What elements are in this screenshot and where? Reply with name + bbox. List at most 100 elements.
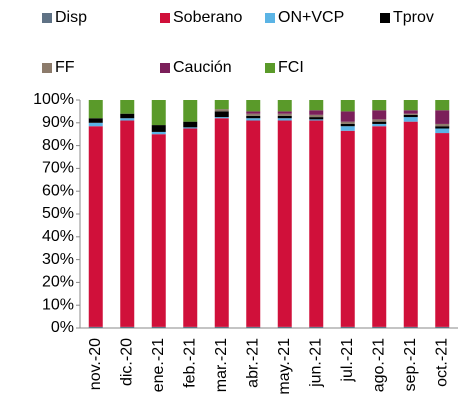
y-tick-label: 10% (42, 296, 74, 313)
bar-segment (435, 128, 450, 134)
bar-segment (120, 113, 135, 119)
y-tick-label: 30% (42, 251, 74, 268)
bar-segment (151, 100, 166, 126)
bar-segment (246, 113, 261, 116)
x-tick-label: ene.-21 (150, 338, 167, 392)
bar-segment (403, 117, 418, 122)
y-tick-label: 0% (51, 319, 74, 336)
legend-label: Caución (173, 59, 232, 76)
bar-segment (372, 123, 387, 127)
bar-segment (372, 100, 387, 111)
legend-label: FCI (278, 59, 304, 76)
legend-swatch (160, 13, 170, 23)
y-tick-label: 100% (33, 91, 74, 108)
bar-segment (435, 126, 450, 129)
bar-segment (214, 100, 229, 110)
bar-segment (372, 126, 387, 327)
bar-segment (183, 100, 198, 122)
bar-segment (88, 122, 103, 127)
bar-segment (183, 128, 198, 327)
bar-segment (340, 100, 355, 112)
bar-segment (403, 121, 418, 327)
bar-segment (214, 326, 229, 328)
legend-label: Tprov (393, 9, 434, 26)
bar-segment (435, 123, 450, 127)
bar-segment (120, 120, 135, 327)
bar-segment (309, 120, 324, 327)
bar-segment (214, 109, 229, 112)
x-tick-label: mar.-21 (213, 338, 230, 392)
bar-segment (151, 125, 166, 132)
bar-segment (120, 118, 135, 121)
bar-segment (309, 117, 324, 120)
legend-label: ON+VCP (278, 9, 344, 26)
x-tick-label: jun.-21 (307, 338, 324, 388)
bar-segment (277, 326, 292, 328)
legend-label: FF (55, 59, 75, 76)
bar-segment (183, 127, 198, 129)
bar-segment (340, 130, 355, 327)
bar-segment (403, 113, 418, 115)
bar-segment (435, 100, 450, 111)
legend-swatch (160, 63, 170, 73)
bar-segment (214, 111, 229, 118)
bar-segment (151, 131, 166, 135)
y-tick-label: 90% (42, 114, 74, 131)
bar-segment (309, 119, 324, 121)
x-tick-label: nov.-20 (87, 338, 104, 390)
x-tick-label: may.-21 (276, 338, 293, 395)
bar-segment (435, 326, 450, 328)
bar-segment (120, 100, 135, 114)
bar-segment (151, 134, 166, 327)
bar-segment (151, 326, 166, 328)
legend-swatch (265, 63, 275, 73)
bar-segment (372, 326, 387, 328)
bar-segment (372, 119, 387, 122)
bar-segment (88, 118, 103, 123)
bar-segment (277, 100, 292, 112)
bar-segment (340, 126, 355, 131)
bar-segment (214, 117, 229, 119)
bar-segment (372, 121, 387, 124)
bar-segment (277, 113, 292, 116)
bar-segment (403, 100, 418, 111)
x-tick-label: jul.-21 (339, 338, 356, 383)
bar-segment (246, 111, 261, 114)
bar-segment (435, 133, 450, 327)
x-tick-label: ago.-21 (370, 338, 387, 392)
legend-label: Soberano (173, 9, 242, 26)
bar-segment (309, 326, 324, 328)
bar-segment (403, 114, 418, 118)
bar-segment (277, 118, 292, 121)
bar-segment (88, 126, 103, 327)
bar-segment (403, 110, 418, 114)
x-tick-label: feb.-21 (181, 338, 198, 388)
legend-swatch (265, 13, 275, 23)
bar-segment (88, 326, 103, 328)
bar-segment (246, 115, 261, 119)
bar-segment (183, 121, 198, 128)
y-tick-label: 50% (42, 205, 74, 222)
bar-segment (214, 118, 229, 327)
bar-segment (277, 120, 292, 327)
y-tick-label: 40% (42, 228, 74, 245)
legend-swatch (42, 13, 52, 23)
legend-swatch (42, 63, 52, 73)
bar-segment (309, 114, 324, 118)
bar-segment (340, 326, 355, 328)
x-tick-label: abr.-21 (244, 338, 261, 388)
bar-segment (88, 100, 103, 119)
bar-segment (340, 123, 355, 127)
bar-segment (246, 326, 261, 328)
y-tick-label: 70% (42, 160, 74, 177)
bar-segment (435, 110, 450, 124)
bar-segment (277, 111, 292, 114)
bar-segment (277, 115, 292, 119)
y-tick-label: 20% (42, 274, 74, 291)
x-tick-label: sep.-21 (402, 338, 419, 391)
bar-segment (372, 110, 387, 120)
bar-segment (340, 111, 355, 122)
bar-segment (246, 118, 261, 121)
bar-segment (309, 110, 324, 115)
